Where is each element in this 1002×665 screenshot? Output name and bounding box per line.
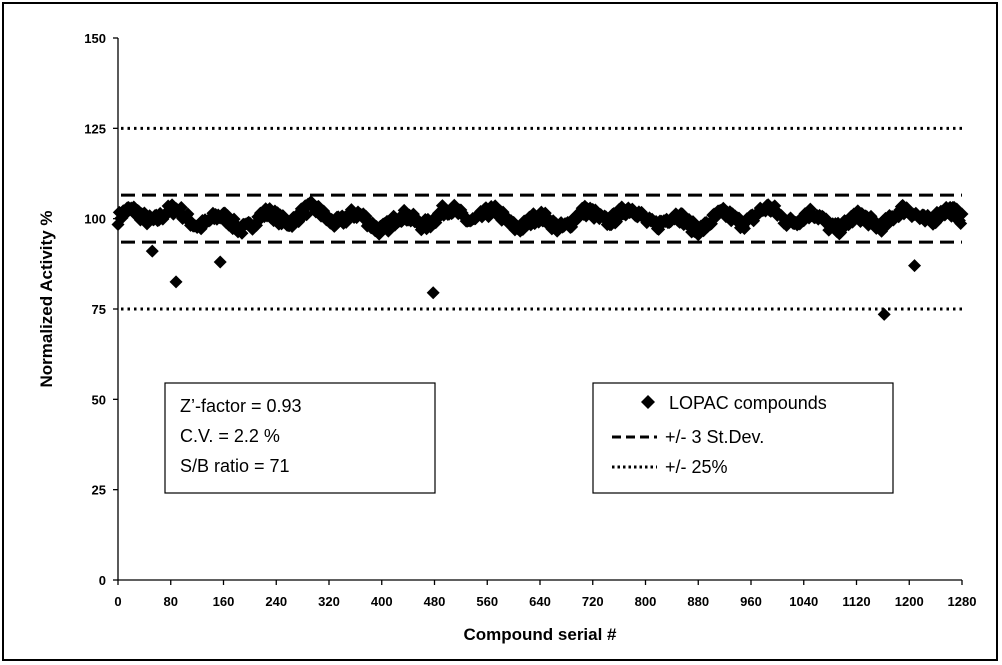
data-point-outlier: [213, 255, 227, 269]
x-tick-label: 480: [424, 594, 446, 609]
y-tick-label: 100: [84, 212, 106, 227]
data-point-outlier: [877, 307, 891, 321]
y-tick-label: 50: [92, 392, 106, 407]
x-tick-label: 1040: [789, 594, 818, 609]
x-tick-label: 0: [114, 594, 121, 609]
legend-entry-25pct: +/- 25%: [665, 457, 728, 477]
y-tick-label: 25: [92, 483, 106, 498]
data-point: [119, 206, 133, 220]
data-point-outlier: [145, 244, 159, 258]
reference-lines: [121, 126, 962, 311]
data-point-outlier: [169, 275, 183, 289]
stats-box-border: [164, 382, 436, 494]
x-tick-label: 1280: [948, 594, 977, 609]
data-point-outlier: [908, 259, 922, 273]
x-tick-label: 800: [635, 594, 657, 609]
legend: LOPAC compounds +/- 3 St.Dev. +/- 25%: [592, 382, 894, 494]
stats-cv: C.V. = 2.2 %: [180, 426, 280, 446]
legend-diamond-icon: [641, 395, 655, 409]
x-tick-label: 880: [687, 594, 709, 609]
y-tick-label: 75: [92, 302, 106, 317]
y-tick-label: 150: [84, 31, 106, 46]
stats-z-factor: Z’-factor = 0.93: [180, 396, 302, 416]
x-tick-label: 720: [582, 594, 604, 609]
x-axis-title: Compound serial #: [463, 625, 617, 644]
x-tick-label: 240: [265, 594, 287, 609]
y-tick-label: 0: [99, 573, 106, 588]
x-tick-label: 320: [318, 594, 340, 609]
data-point-outlier: [426, 286, 440, 300]
x-tick-label: 960: [740, 594, 762, 609]
data-point: [955, 207, 969, 221]
stats-sb-ratio: S/B ratio = 71: [180, 456, 290, 476]
data-point: [954, 217, 968, 231]
legend-entry-lopac: LOPAC compounds: [669, 393, 827, 413]
tick-labels: 0 25 50 75 100 125 150 0 80 160 240 320 400 480 560 640…: [84, 31, 976, 609]
stats-box: Z’-factor = 0.93 C.V. = 2.2 % S/B ratio …: [164, 382, 436, 494]
x-tick-label: 400: [371, 594, 393, 609]
y-axis-title: Normalized Activity %: [37, 211, 56, 388]
x-tick-label: 640: [529, 594, 551, 609]
x-tick-label: 560: [476, 594, 498, 609]
x-tick-label: 1120: [842, 594, 870, 609]
x-tick-label: 1200: [895, 594, 924, 609]
legend-entry-stdev: +/- 3 St.Dev.: [665, 427, 764, 447]
data-points: [111, 195, 969, 321]
x-tick-label: 160: [213, 594, 235, 609]
x-tick-label: 80: [164, 594, 178, 609]
y-tick-label: 125: [84, 121, 106, 136]
